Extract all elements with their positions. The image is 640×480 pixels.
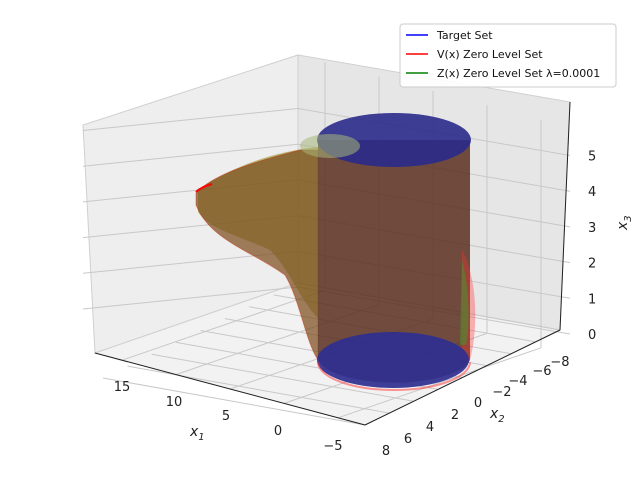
x1-gridline — [337, 347, 542, 419]
x3-axis-line — [559, 101, 571, 331]
legend-box — [399, 23, 617, 88]
x2-gridline — [151, 353, 414, 402]
x2-tick-label: 4 — [426, 420, 434, 435]
target-cylinder-top — [317, 113, 471, 167]
x3-tick-label: 1 — [588, 292, 596, 307]
x1-tick-label: −5 — [323, 439, 342, 454]
x3-gridline — [82, 143, 299, 167]
x2-tick-label: −8 — [550, 355, 569, 370]
x2-axis-label: x2 — [489, 406, 505, 425]
x3-tick-label: 3 — [588, 221, 596, 236]
x1-tick-label: 10 — [166, 395, 183, 410]
x3-tick-label: 0 — [588, 328, 596, 343]
legend-target-label: Target Set — [436, 29, 493, 42]
x1-tick-label: 0 — [274, 424, 282, 439]
bottom-rim-red — [317, 361, 471, 391]
x2-tick-label: 0 — [474, 396, 482, 411]
target-cylinder-body — [318, 140, 470, 383]
x1-axis-label: x1 — [189, 424, 205, 443]
z-level-set-sliver — [460, 260, 469, 345]
x1-tick-label: 5 — [222, 409, 230, 424]
x3-tick-label: 4 — [588, 185, 596, 200]
v-level-set-surface — [195, 149, 319, 362]
legend: Target Set V(x) Zero Level Set Z(x) Zero… — [399, 23, 617, 88]
x2-tick-label: 6 — [404, 432, 412, 447]
legend-v-label: V(x) Zero Level Set — [437, 48, 543, 61]
v-level-set-tip — [195, 183, 213, 193]
x2-tick-label: 2 — [451, 408, 459, 423]
x2-gridline — [102, 377, 366, 426]
x2-tick-label: 8 — [382, 444, 390, 459]
x2-tick-label: −6 — [532, 364, 551, 379]
z-level-set-highlight — [300, 134, 360, 158]
x3-gridline — [82, 286, 299, 310]
surfaces — [195, 113, 476, 391]
x1-axis-line — [94, 352, 366, 426]
x1-gridline — [121, 289, 326, 361]
x3-tick-label: 2 — [588, 257, 596, 272]
x2-tick-label: −2 — [492, 385, 511, 400]
x3-axis-label: x3 — [615, 215, 634, 231]
x2-gridline — [127, 365, 390, 414]
x1-tick-label: 15 — [114, 380, 131, 395]
legend-z-label: Z(x) Zero Level Set λ=0.0001 — [437, 67, 600, 80]
target-cylinder-bottom — [317, 332, 469, 388]
x2-tick-label: −4 — [508, 374, 527, 389]
x2-axis-line — [364, 329, 561, 426]
x3-gridline — [82, 108, 299, 131]
x3-tick-label: 5 — [588, 150, 596, 165]
